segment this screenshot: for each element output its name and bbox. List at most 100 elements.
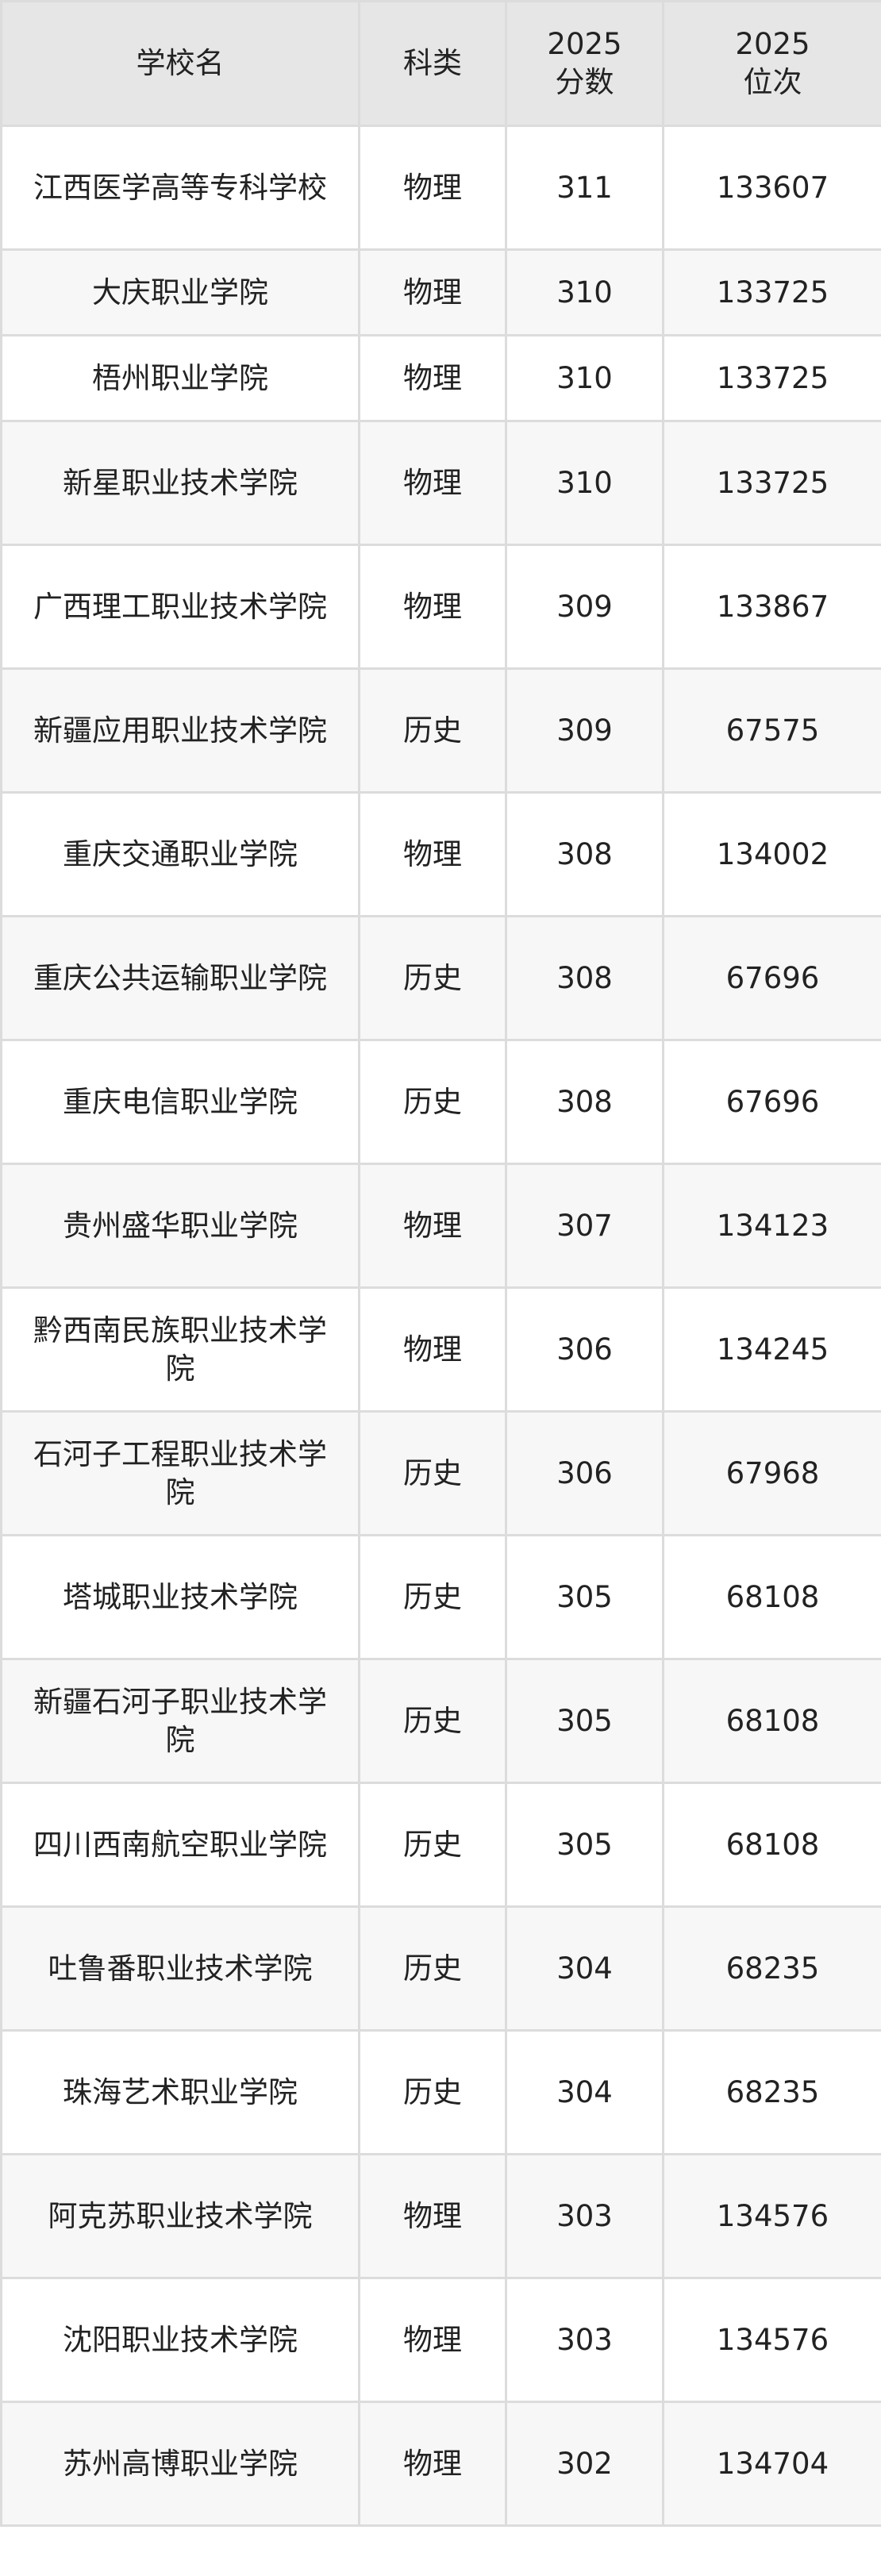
table-row: 重庆公共运输职业学院 历史 308 67696 [0, 915, 881, 1041]
cell-school: 重庆公共运输职业学院 [0, 915, 360, 1041]
cell-school: 新疆应用职业技术学院 [0, 667, 360, 794]
cell-school: 珠海艺术职业学院 [0, 2029, 360, 2155]
table-row: 大庆职业学院 物理 310 133725 [0, 248, 881, 336]
cell-school: 新星职业技术学院 [0, 420, 360, 546]
cell-school: 吐鲁番职业技术学院 [0, 1905, 360, 2032]
cell-score: 308 [505, 1039, 664, 1165]
table-row: 沈阳职业技术学院 物理 303 134576 [0, 2277, 881, 2403]
table-header-row: 学校名 科类 2025 分数 2025 位次 [0, 0, 881, 127]
table-row: 新疆应用职业技术学院 历史 309 67575 [0, 667, 881, 794]
cell-school: 新疆石河子职业技术学院 [0, 1658, 360, 1784]
table-row: 塔城职业技术学院 历史 305 68108 [0, 1534, 881, 1660]
cell-school: 沈阳职业技术学院 [0, 2277, 360, 2403]
cell-school: 大庆职业学院 [0, 248, 360, 336]
cell-score: 304 [505, 1905, 664, 2032]
cell-rank: 67575 [662, 667, 881, 794]
cell-rank: 133725 [662, 248, 881, 336]
table-row: 重庆交通职业学院 物理 308 134002 [0, 791, 881, 917]
cell-school: 梧州职业学院 [0, 334, 360, 422]
cell-score: 310 [505, 420, 664, 546]
cell-rank: 134245 [662, 1286, 881, 1413]
cell-school: 重庆电信职业学院 [0, 1039, 360, 1165]
table-row: 贵州盛华职业学院 物理 307 134123 [0, 1163, 881, 1289]
table-row: 重庆电信职业学院 历史 308 67696 [0, 1039, 881, 1165]
cell-category: 物理 [358, 1286, 507, 1413]
cell-rank: 68108 [662, 1782, 881, 1908]
cell-rank: 133725 [662, 420, 881, 546]
cell-school: 江西医学高等专科学校 [0, 125, 360, 251]
cell-category: 历史 [358, 1534, 507, 1660]
cell-score: 305 [505, 1534, 664, 1660]
table-row: 新星职业技术学院 物理 310 133725 [0, 420, 881, 546]
cell-category: 物理 [358, 544, 507, 670]
cell-rank: 68108 [662, 1534, 881, 1660]
cell-score: 304 [505, 2029, 664, 2155]
header-category: 科类 [358, 0, 507, 127]
cell-school: 石河子工程职业技术学院 [0, 1410, 360, 1536]
cell-score: 306 [505, 1410, 664, 1536]
table-row: 江西医学高等专科学校 物理 311 133607 [0, 125, 881, 251]
cell-score: 309 [505, 544, 664, 670]
cell-score: 305 [505, 1782, 664, 1908]
header-school: 学校名 [0, 0, 360, 127]
cell-rank: 134576 [662, 2277, 881, 2403]
cell-rank: 134002 [662, 791, 881, 917]
cell-score: 303 [505, 2277, 664, 2403]
cell-school: 阿克苏职业技术学院 [0, 2153, 360, 2279]
cell-rank: 68108 [662, 1658, 881, 1784]
cell-score: 303 [505, 2153, 664, 2279]
cell-category: 历史 [358, 667, 507, 794]
cell-score: 311 [505, 125, 664, 251]
table-row: 四川西南航空职业学院 历史 305 68108 [0, 1782, 881, 1908]
cell-score: 308 [505, 915, 664, 1041]
cell-school: 四川西南航空职业学院 [0, 1782, 360, 1908]
cell-rank: 134123 [662, 1163, 881, 1289]
cell-score: 308 [505, 791, 664, 917]
cell-category: 物理 [358, 2153, 507, 2279]
cell-rank: 134576 [662, 2153, 881, 2279]
cell-category: 物理 [358, 125, 507, 251]
cell-school: 贵州盛华职业学院 [0, 1163, 360, 1289]
table-row: 新疆石河子职业技术学院 历史 305 68108 [0, 1658, 881, 1784]
cell-category: 历史 [358, 915, 507, 1041]
cell-rank: 67696 [662, 915, 881, 1041]
cell-category: 物理 [358, 1163, 507, 1289]
cell-category: 历史 [358, 1410, 507, 1536]
cell-score: 309 [505, 667, 664, 794]
cell-rank: 133867 [662, 544, 881, 670]
cell-school: 黔西南民族职业技术学院 [0, 1286, 360, 1413]
cell-score: 310 [505, 334, 664, 422]
table-row: 珠海艺术职业学院 历史 304 68235 [0, 2029, 881, 2155]
table-row: 石河子工程职业技术学院 历史 306 67968 [0, 1410, 881, 1536]
header-score: 2025 分数 [505, 0, 664, 127]
cell-rank: 134704 [662, 2401, 881, 2527]
cell-school: 苏州高博职业学院 [0, 2401, 360, 2527]
table-row: 黔西南民族职业技术学院 物理 306 134245 [0, 1286, 881, 1413]
cell-score: 310 [505, 248, 664, 336]
cell-score: 306 [505, 1286, 664, 1413]
table-row: 阿克苏职业技术学院 物理 303 134576 [0, 2153, 881, 2279]
table-row: 吐鲁番职业技术学院 历史 304 68235 [0, 1905, 881, 2032]
cell-category: 物理 [358, 2277, 507, 2403]
cell-category: 物理 [358, 420, 507, 546]
cell-score: 302 [505, 2401, 664, 2527]
table-row: 苏州高博职业学院 物理 302 134704 [0, 2401, 881, 2527]
cell-category: 历史 [358, 1905, 507, 2032]
cell-rank: 133607 [662, 125, 881, 251]
cell-rank: 67696 [662, 1039, 881, 1165]
cell-category: 历史 [358, 2029, 507, 2155]
cell-category: 物理 [358, 791, 507, 917]
cell-score: 305 [505, 1658, 664, 1784]
cell-rank: 133725 [662, 334, 881, 422]
cell-school: 广西理工职业技术学院 [0, 544, 360, 670]
cell-rank: 68235 [662, 1905, 881, 2032]
cell-category: 历史 [358, 1658, 507, 1784]
cell-category: 物理 [358, 2401, 507, 2527]
cell-category: 物理 [358, 334, 507, 422]
cell-score: 307 [505, 1163, 664, 1289]
table-row: 广西理工职业技术学院 物理 309 133867 [0, 544, 881, 670]
cell-category: 历史 [358, 1039, 507, 1165]
cell-rank: 68235 [662, 2029, 881, 2155]
cell-rank: 67968 [662, 1410, 881, 1536]
